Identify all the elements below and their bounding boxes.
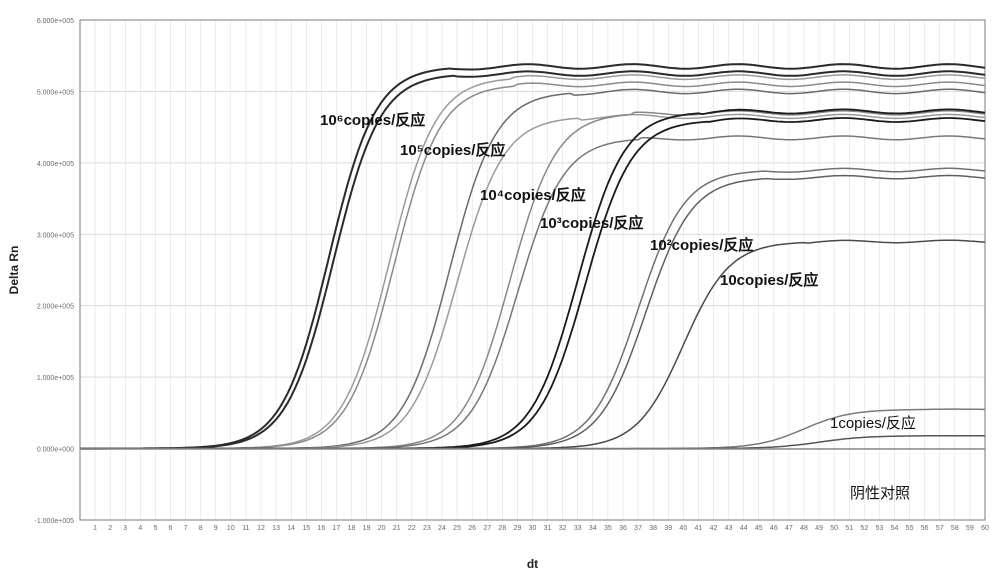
xtick-label: 49 (815, 525, 823, 532)
xtick-label: 38 (649, 525, 657, 532)
xtick-label: 53 (876, 525, 884, 532)
xtick-label: 18 (348, 525, 356, 532)
xtick-label: 15 (302, 525, 310, 532)
xtick-label: 19 (363, 525, 371, 532)
xtick-label: 57 (936, 525, 944, 532)
xtick-label: 12 (257, 525, 265, 532)
xtick-label: 16 (317, 525, 325, 532)
ytick-label: 3.000e+005 (37, 232, 74, 239)
xtick-label: 8 (199, 525, 203, 532)
series-label: 10⁵copies/反应 (400, 141, 505, 159)
xtick-label: 3 (123, 525, 127, 532)
series-label: 10³copies/反应 (540, 214, 643, 232)
xtick-label: 32 (559, 525, 567, 532)
xtick-label: 52 (860, 525, 868, 532)
xtick-label: 48 (800, 525, 808, 532)
xtick-label: 41 (695, 525, 703, 532)
xtick-label: 58 (951, 525, 959, 532)
xtick-label: 2 (108, 525, 112, 532)
xtick-label: 20 (378, 525, 386, 532)
xtick-label: 9 (214, 525, 218, 532)
xtick-label: 7 (184, 525, 188, 532)
xtick-label: 25 (453, 525, 461, 532)
ytick-label: 5.000e+005 (37, 89, 74, 96)
xtick-label: 36 (619, 525, 627, 532)
ytick-label: -1.000e+005 (34, 518, 74, 525)
ytick-label: 4.000e+005 (37, 161, 74, 168)
series-label: 1copies/反应 (830, 414, 916, 432)
xtick-label: 54 (891, 525, 899, 532)
xtick-label: 60 (981, 525, 989, 532)
xtick-label: 21 (393, 525, 401, 532)
xtick-label: 24 (438, 525, 446, 532)
xtick-label: 42 (710, 525, 718, 532)
xtick-label: 35 (604, 525, 612, 532)
xtick-label: 46 (770, 525, 778, 532)
xtick-label: 1 (93, 525, 97, 532)
xtick-label: 5 (153, 525, 157, 532)
xtick-label: 30 (529, 525, 537, 532)
xtick-label: 44 (740, 525, 748, 532)
xtick-label: 29 (514, 525, 522, 532)
xtick-label: 27 (483, 525, 491, 532)
xtick-label: 17 (333, 525, 341, 532)
xtick-label: 55 (906, 525, 914, 532)
xtick-label: 43 (725, 525, 733, 532)
xtick-label: 28 (498, 525, 506, 532)
xtick-label: 33 (574, 525, 582, 532)
xtick-label: 6 (169, 525, 173, 532)
xtick-label: 14 (287, 525, 295, 532)
series-label: 10²copies/反应 (650, 236, 753, 254)
xtick-label: 37 (634, 525, 642, 532)
xtick-label: 47 (785, 525, 793, 532)
xtick-label: 13 (272, 525, 280, 532)
series-label: 10copies/反应 (720, 271, 818, 289)
xtick-label: 4 (138, 525, 142, 532)
series-label: 10⁶copies/反应 (320, 111, 425, 129)
ytick-label: 6.000e+005 (37, 18, 74, 25)
xtick-label: 40 (679, 525, 687, 532)
xtick-label: 22 (408, 525, 416, 532)
amplification-chart: -1.000e+005 0.000e+000 1.000e+005 2.000e+00… (0, 0, 1000, 578)
ytick-label: 2.000e+005 (37, 304, 74, 311)
xtick-label: 39 (664, 525, 672, 532)
xtick-label: 51 (845, 525, 853, 532)
ytick-label: 0.000e+000 (37, 447, 74, 454)
xtick-label: 50 (830, 525, 838, 532)
xtick-label: 56 (921, 525, 929, 532)
xtick-label: 59 (966, 525, 974, 532)
xtick-label: 45 (755, 525, 763, 532)
series-label: 阴性对照 (850, 485, 910, 502)
y-axis-label: Delta Rn (7, 246, 21, 295)
xtick-label: 31 (544, 525, 552, 532)
ytick-label: 1.000e+005 (37, 375, 74, 382)
xtick-label: 11 (242, 525, 249, 532)
xtick-label: 26 (468, 525, 476, 532)
series-label: 10⁴copies/反应 (480, 186, 586, 204)
xtick-label: 23 (423, 525, 431, 532)
x-axis-label: dt (527, 557, 538, 571)
xtick-label: 10 (227, 525, 235, 532)
xtick-label: 34 (589, 525, 597, 532)
